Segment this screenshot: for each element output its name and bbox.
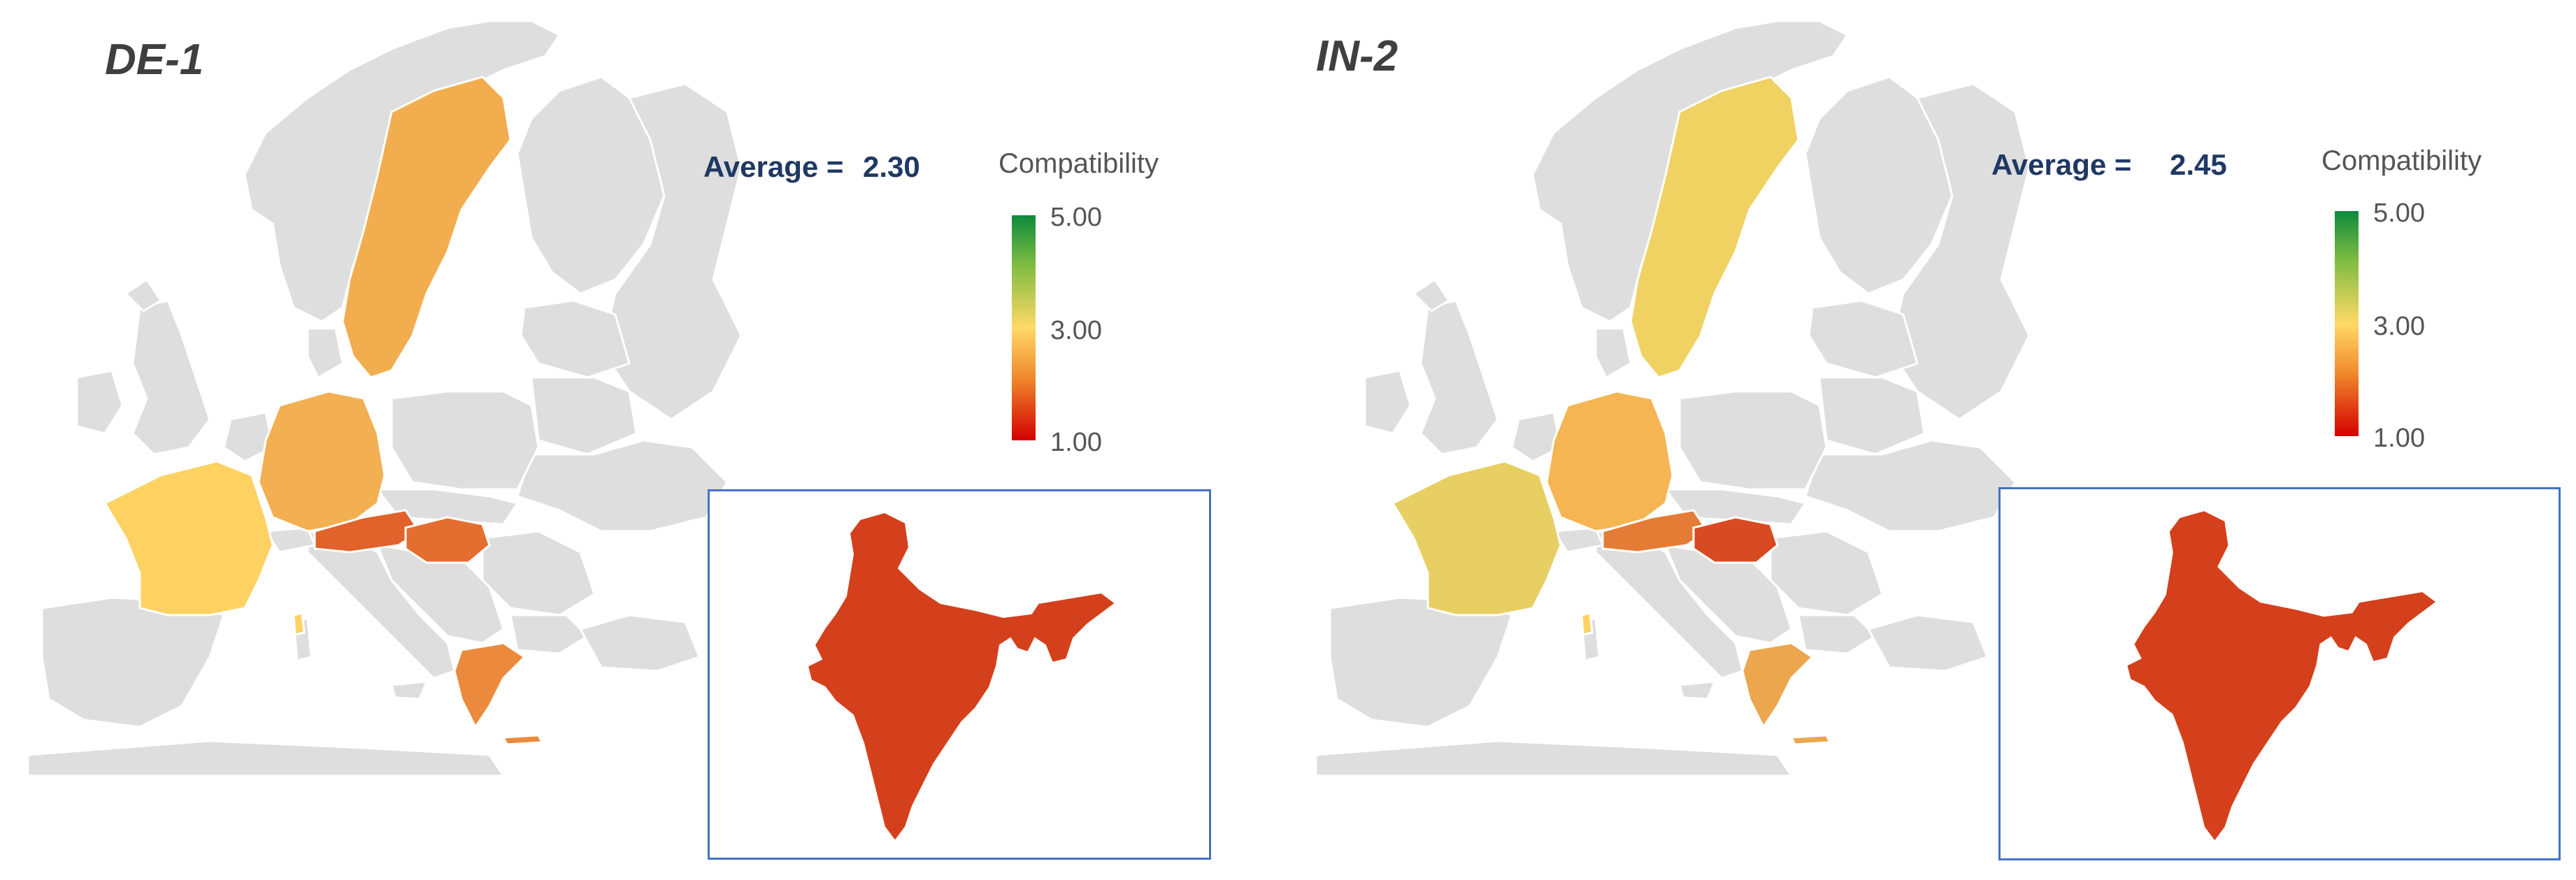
region-sicily <box>1678 680 1717 700</box>
region-baltics <box>520 299 631 379</box>
average-readout: Average = 2.30 <box>703 150 920 184</box>
region-ukraine <box>516 439 729 533</box>
legend-tick-mid: 3.00 <box>1050 316 1102 345</box>
region-russia <box>1888 82 2031 421</box>
region-iberia <box>1329 596 1513 728</box>
region-north-africa <box>1315 740 1794 777</box>
legend-color-bar <box>1012 215 1036 440</box>
average-readout: Average = 2.45 <box>1991 148 2227 182</box>
legend-tick-mid: 3.00 <box>2373 312 2425 341</box>
legend-title: Compatibility <box>999 148 1159 179</box>
region-italy <box>1594 530 1744 679</box>
india-inset <box>1998 487 2561 860</box>
panel-title: DE-1 <box>105 36 204 84</box>
region-bulgaria <box>509 614 589 655</box>
region-norway <box>1531 20 1849 323</box>
region-bulgaria <box>1797 614 1877 655</box>
region-sweden <box>1629 75 1800 379</box>
legend-title: Compatibility <box>2321 145 2482 176</box>
india-inset <box>708 489 1211 860</box>
region-italy <box>306 530 456 679</box>
region-turkey <box>1866 614 1989 672</box>
region-romania <box>1769 530 1884 616</box>
region-crete <box>1789 734 1832 746</box>
india-map <box>806 511 1117 842</box>
map-panel-de1: DE-1 Average = 2.30 Compatibility 5.00 3… <box>27 20 1211 860</box>
region-benelux <box>1510 411 1562 463</box>
region-denmark <box>306 327 344 380</box>
region-ireland <box>76 369 124 435</box>
region-russia <box>600 82 743 421</box>
region-norway <box>243 20 561 323</box>
region-belarus <box>1818 376 1926 456</box>
region-india <box>2126 510 2438 843</box>
region-uk <box>1419 299 1499 456</box>
region-corsica <box>292 612 306 636</box>
region-finland <box>1804 75 1954 295</box>
average-label: Average = <box>703 150 844 183</box>
region-poland <box>1678 390 1828 491</box>
region-scotland-north <box>124 277 163 312</box>
europe-map <box>27 20 743 777</box>
region-india <box>806 511 1117 842</box>
region-france <box>1391 460 1562 616</box>
region-germany <box>257 390 386 533</box>
region-north-africa <box>27 740 506 777</box>
legend-color-bar <box>2335 211 2359 436</box>
region-germany <box>1545 390 1674 533</box>
region-romania <box>481 530 596 616</box>
legend-tick-min: 1.00 <box>1050 428 1102 457</box>
region-uk <box>131 299 211 456</box>
region-baltics <box>1808 299 1919 379</box>
region-turkey <box>578 614 701 672</box>
region-sweden <box>341 75 512 379</box>
region-ukraine <box>1804 439 2017 533</box>
legend-tick-min: 1.00 <box>2373 424 2425 453</box>
map-panel-in2: IN-2 Average = 2.45 Compatibility 5.00 3… <box>1288 0 2576 880</box>
region-finland <box>516 75 666 295</box>
region-hungary <box>404 516 491 564</box>
legend-tick-max: 5.00 <box>1050 203 1102 232</box>
region-crete <box>501 734 544 746</box>
region-belarus <box>530 376 638 456</box>
region-poland <box>390 390 540 491</box>
panel-title: IN-2 <box>1316 32 1398 80</box>
region-greece <box>453 642 527 729</box>
region-benelux <box>222 411 274 463</box>
region-denmark <box>1594 327 1632 380</box>
region-scotland-north <box>1412 277 1451 312</box>
region-greece <box>1741 642 1815 729</box>
legend-tick-max: 5.00 <box>2373 199 2425 228</box>
region-iberia <box>41 596 225 728</box>
region-sicily <box>390 680 429 700</box>
india-map <box>2126 510 2438 843</box>
average-value: 2.30 <box>863 150 920 183</box>
region-ireland <box>1364 369 1412 435</box>
europe-map <box>1315 20 2031 777</box>
average-value: 2.45 <box>2170 148 2227 181</box>
region-hungary <box>1692 516 1779 564</box>
average-label: Average = <box>1991 148 2132 181</box>
region-france <box>103 460 274 616</box>
region-corsica <box>1580 612 1594 636</box>
